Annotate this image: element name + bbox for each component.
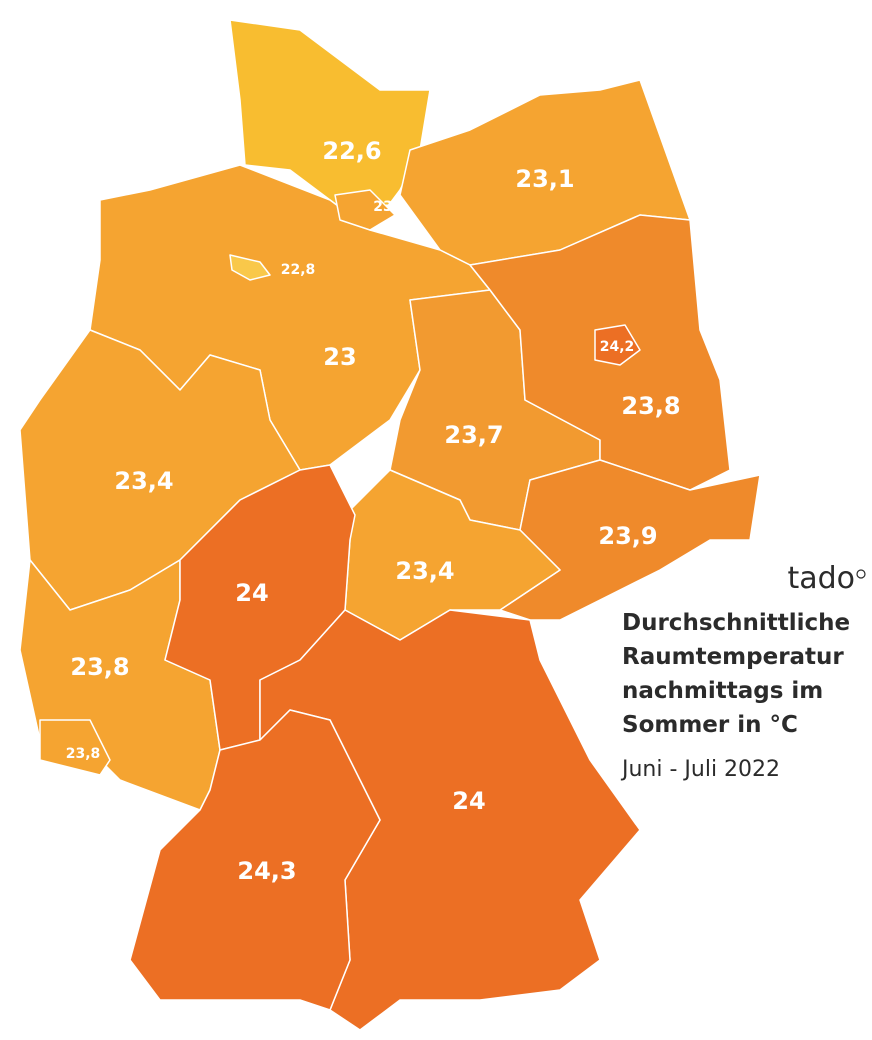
region-label: 23,4 bbox=[114, 467, 173, 495]
labels: 22,6 23 23,1 22,8 23 24,2 23,7 23,8 23,4… bbox=[66, 137, 681, 885]
region-label: 23,8 bbox=[66, 746, 101, 762]
region-label: 23,7 bbox=[444, 421, 503, 449]
regions bbox=[19, 19, 761, 1031]
region-label: 24,2 bbox=[600, 339, 635, 355]
region-label: 24,3 bbox=[237, 857, 296, 885]
region-label: 22,8 bbox=[281, 262, 316, 278]
subtitle: Juni - Juli 2022 bbox=[620, 757, 780, 782]
region bbox=[39, 719, 111, 776]
region-label: 24 bbox=[452, 787, 485, 815]
region-label: 23 bbox=[373, 199, 392, 215]
region-label: 23 bbox=[323, 343, 356, 371]
region-label: 24 bbox=[235, 579, 268, 607]
region-label: 23,8 bbox=[70, 653, 129, 681]
legend-text: tado Durchschnittliche Raumtemperatur na… bbox=[620, 561, 866, 782]
region-label: 23,4 bbox=[395, 557, 454, 585]
region-label: 23,1 bbox=[515, 165, 574, 193]
brand-logo: tado bbox=[787, 561, 855, 596]
title-line: Durchschnittliche bbox=[622, 610, 850, 636]
brand-logo-dot bbox=[856, 569, 866, 579]
title-line: Sommer in °C bbox=[622, 712, 798, 738]
region-label: 22,6 bbox=[322, 137, 381, 165]
title-line: Raumtemperatur bbox=[622, 644, 844, 670]
region-label: 23,9 bbox=[598, 522, 657, 550]
region bbox=[594, 324, 641, 366]
region bbox=[334, 189, 396, 231]
region-label: 23,8 bbox=[621, 392, 680, 420]
title-line: nachmittags im bbox=[622, 678, 823, 704]
region bbox=[229, 254, 271, 281]
region bbox=[129, 709, 381, 1011]
